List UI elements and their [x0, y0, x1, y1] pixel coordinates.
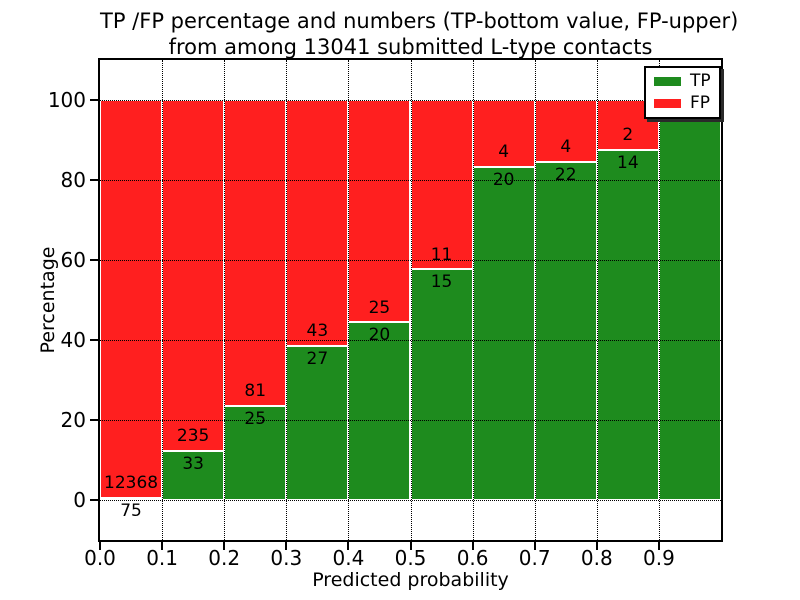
y-tick-label: 0 — [73, 488, 86, 512]
fp-count-label: 11 — [430, 244, 453, 265]
y-tick-label: 40 — [60, 328, 86, 352]
x-tick-label: 0.4 — [332, 546, 365, 570]
x-tick-mark — [99, 542, 101, 550]
fp-count-label: 4 — [560, 136, 572, 157]
x-tick-label: 0.1 — [146, 546, 178, 570]
fp-bar-segment — [100, 100, 163, 498]
legend-entry-tp: TP — [654, 73, 711, 90]
x-tick-label: 0.8 — [580, 546, 613, 570]
plot-area: 751236833235258127432025151120422414217 — [100, 60, 721, 540]
tp-bar-segment — [100, 497, 163, 500]
x-tick-mark — [533, 542, 536, 550]
v-gridline — [472, 60, 474, 540]
x-tick-label: 0.6 — [456, 546, 489, 570]
tp-bar-segment — [534, 161, 597, 500]
fp-count-label: 25 — [368, 297, 391, 318]
v-gridline — [658, 60, 660, 540]
v-gridline — [596, 60, 598, 540]
y-tick-label: 80 — [60, 168, 86, 192]
chart-title-line1: TP /FP percentage and numbers (TP-bottom… — [100, 9, 739, 33]
y-tick-label: 60 — [60, 248, 86, 272]
x-tick-label: 0.0 — [84, 546, 116, 570]
chart-title-line2: from among 13041 submitted L-type contac… — [168, 35, 653, 59]
legend: TP FP — [644, 66, 721, 119]
tp-bar-segment — [348, 322, 411, 500]
y-tick-mark — [90, 339, 98, 341]
fp-bar-segment — [162, 100, 225, 451]
x-tick-mark — [471, 542, 474, 550]
fp-count-label: 81 — [244, 380, 267, 401]
y-tick-mark — [90, 259, 98, 261]
v-gridline — [534, 60, 536, 540]
tp-bar-segment — [286, 345, 349, 500]
y-tick-label: 20 — [60, 408, 86, 432]
v-gridline — [410, 60, 412, 540]
x-tick-mark — [285, 542, 288, 550]
v-gridline — [224, 60, 226, 540]
tp-legend-swatch — [654, 77, 681, 86]
fp-bar-segment — [472, 100, 535, 167]
x-tick-mark — [347, 542, 350, 550]
y-tick-mark — [90, 499, 98, 501]
x-tick-mark — [223, 542, 226, 550]
x-tick-mark — [595, 542, 598, 550]
fp-bar-segment — [224, 100, 287, 406]
tp-count-label: 15 — [430, 272, 453, 293]
tp-count-label: 14 — [617, 153, 639, 173]
tp-count-label: 20 — [368, 325, 391, 346]
tp-bar-segment — [410, 269, 473, 500]
fp-count-label: 43 — [306, 321, 329, 342]
x-tick-mark — [657, 542, 660, 550]
fp-count-label: 235 — [176, 426, 210, 447]
x-axis-label: Predicted probability — [312, 569, 509, 591]
y-tick-mark — [90, 419, 98, 421]
fp-count-label: 2 — [622, 125, 634, 146]
x-tick-mark — [409, 542, 412, 550]
v-gridline — [286, 60, 288, 540]
tp-count-label: 33 — [182, 453, 204, 474]
tp-bar-segment — [596, 150, 659, 500]
x-tick-label: 0.5 — [394, 546, 427, 570]
tp-legend-label: TP — [690, 71, 711, 91]
tp-bar-segment — [162, 450, 225, 500]
tp-bar-segment — [472, 166, 535, 500]
fp-bar-segment — [286, 100, 349, 346]
legend-entry-fp: FP — [654, 95, 711, 112]
x-tick-mark — [161, 542, 164, 550]
fp-count-label: 12368 — [104, 472, 159, 493]
tp-count-label: 75 — [120, 500, 142, 521]
x-tick-label: 0.7 — [518, 546, 551, 570]
fp-bar-segment — [348, 100, 411, 323]
v-gridline — [162, 60, 164, 540]
y-tick-mark — [90, 179, 98, 181]
fp-count-label: 4 — [498, 141, 510, 162]
tp-count-label: 22 — [554, 164, 577, 185]
tp-count-label: 25 — [244, 408, 267, 429]
tp-count-label: 20 — [492, 169, 515, 190]
fp-legend-swatch — [654, 99, 681, 108]
y-tick-label: 100 — [47, 88, 86, 112]
x-tick-label: 0.2 — [208, 546, 241, 570]
tp-count-label: 27 — [306, 348, 329, 369]
y-tick-mark — [90, 99, 98, 101]
tp-bar-segment — [658, 100, 721, 500]
x-tick-label: 0.9 — [642, 546, 675, 570]
chart-title: TP /FP percentage and numbers (TP-bottom… — [100, 8, 739, 60]
fp-legend-label: FP — [690, 93, 711, 113]
x-tick-label: 0.3 — [270, 546, 303, 570]
v-gridline — [348, 60, 350, 540]
